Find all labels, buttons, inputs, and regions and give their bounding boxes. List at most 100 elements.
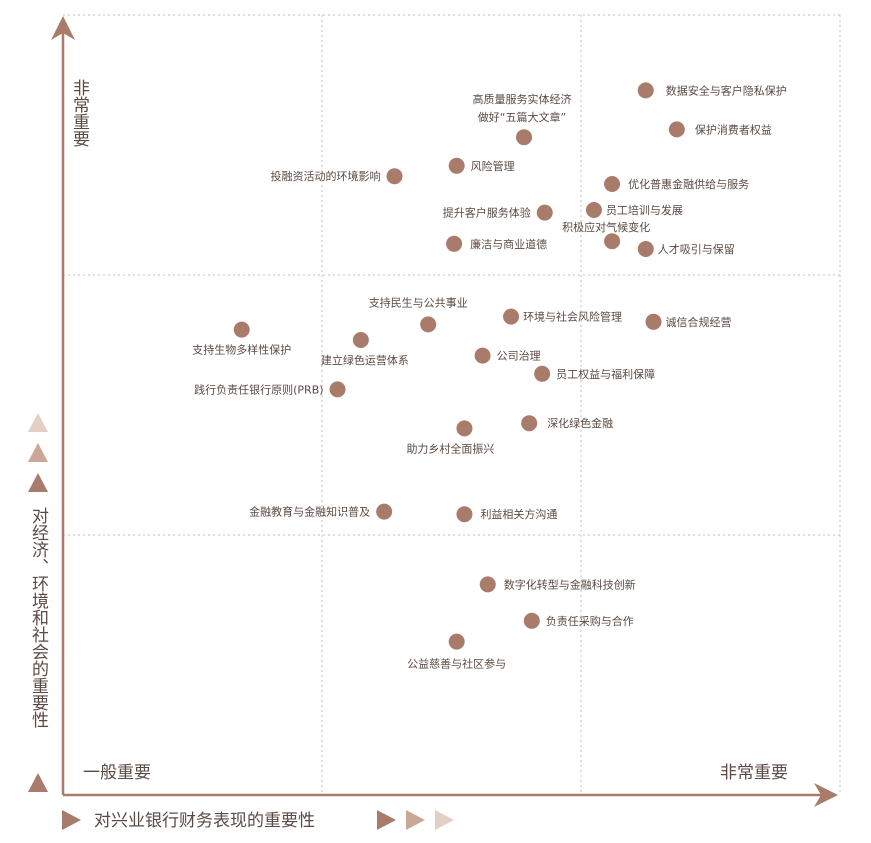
data-point-label: 高质量服务实体经济做好“五篇大文章” bbox=[473, 92, 572, 124]
data-point bbox=[523, 612, 540, 629]
grid-lines bbox=[63, 14, 841, 795]
data-point bbox=[352, 332, 369, 348]
data-point-label-line: 提升客户服务体验 bbox=[443, 206, 531, 220]
data-point bbox=[456, 506, 473, 523]
data-point bbox=[420, 316, 437, 333]
data-point-label: 支持生物多样性保护 bbox=[192, 343, 291, 357]
data-point bbox=[645, 313, 662, 330]
data-point-label-line: 保护消费者权益 bbox=[695, 122, 772, 136]
data-point-label: 人才吸引与保留 bbox=[658, 242, 735, 256]
x-axis-title: 对兴业银行财务表现的重要性 bbox=[94, 811, 315, 831]
data-point-label: 环境与社会风险管理 bbox=[523, 310, 622, 324]
data-point-label-line: 深化绿色金融 bbox=[547, 416, 613, 430]
data-point-label: 助力乡村全面振兴 bbox=[406, 441, 494, 455]
data-point-label: 建立绿色运营体系 bbox=[321, 353, 409, 367]
data-point-label: 提升客户服务体验 bbox=[443, 206, 531, 220]
data-point-label: 深化绿色金融 bbox=[547, 416, 613, 430]
data-point-label-line: 支持民生与公共事业 bbox=[369, 295, 468, 309]
data-point-label-line: 支持生物多样性保护 bbox=[192, 343, 291, 357]
data-point bbox=[446, 235, 463, 252]
triangle-up-light bbox=[28, 413, 48, 432]
data-point bbox=[668, 121, 685, 138]
data-point-label: 保护消费者权益 bbox=[695, 122, 772, 136]
data-point bbox=[386, 168, 403, 185]
data-point bbox=[474, 347, 491, 364]
data-point-label-line: 公司治理 bbox=[497, 349, 541, 363]
data-point-label-line: 利益相关方沟通 bbox=[480, 507, 557, 521]
data-point bbox=[604, 176, 621, 192]
data-point bbox=[637, 82, 654, 99]
data-point-label: 负责任采购与合作 bbox=[546, 614, 634, 628]
axes bbox=[51, 16, 838, 807]
data-point-label-line: 投融资活动的环境影响 bbox=[271, 169, 381, 183]
data-point bbox=[503, 308, 520, 325]
data-point-label: 支持民生与公共事业 bbox=[369, 295, 468, 309]
data-point-label-line: 践行负责任银行原则(PRB) bbox=[194, 382, 323, 396]
y-axis-arrowhead bbox=[51, 16, 75, 40]
data-point-label: 风险管理 bbox=[471, 159, 515, 173]
data-point-label: 公司治理 bbox=[497, 349, 541, 363]
data-point bbox=[585, 202, 602, 218]
y-top-corner-label: 非常重要 bbox=[69, 79, 90, 148]
data-point bbox=[233, 321, 250, 338]
data-point-label: 数字化转型与金融科技创新 bbox=[504, 577, 636, 591]
data-point-label-line: 助力乡村全面振兴 bbox=[406, 441, 494, 455]
data-point-label: 践行负责任银行原则(PRB) bbox=[194, 382, 323, 396]
data-point-label: 公益慈善与社区参与 bbox=[407, 657, 506, 671]
data-point bbox=[516, 129, 533, 146]
data-point-label-line: 员工培训与发展 bbox=[606, 203, 683, 217]
data-point-label-line: 积极应对气候变化 bbox=[562, 220, 650, 234]
data-point-label: 廉洁与商业道德 bbox=[470, 237, 547, 251]
data-point-label: 诚信合规经营 bbox=[666, 315, 732, 329]
data-point-label-line: 诚信合规经营 bbox=[666, 315, 732, 329]
data-point-label: 积极应对气候变化 bbox=[562, 220, 650, 234]
data-point bbox=[448, 633, 465, 650]
data-point-label-line: 人才吸引与保留 bbox=[658, 242, 735, 256]
data-point-label: 金融教育与金融知识普及 bbox=[249, 505, 370, 519]
data-point-label: 员工权益与福利保障 bbox=[556, 367, 655, 381]
data-point-label-line: 公益慈善与社区参与 bbox=[407, 657, 506, 671]
data-point-label-line: 建立绿色运营体系 bbox=[321, 353, 409, 367]
data-point-label: 投融资活动的环境影响 bbox=[271, 169, 381, 183]
x-axis-arrowhead bbox=[814, 783, 838, 807]
data-point bbox=[637, 241, 654, 257]
data-point bbox=[479, 576, 496, 593]
data-point-label-line: 金融教育与金融知识普及 bbox=[249, 505, 370, 519]
data-point bbox=[521, 415, 538, 432]
data-point-label: 员工培训与发展 bbox=[606, 203, 683, 217]
data-point-label-line: 员工权益与福利保障 bbox=[556, 367, 655, 381]
y-axis-title-text: 对经济、环境和社会的重要性 bbox=[28, 507, 49, 728]
data-point-label-line: 优化普惠金融供给与服务 bbox=[628, 177, 749, 191]
data-point bbox=[329, 381, 346, 398]
data-point-label: 数据安全与客户隐私保护 bbox=[666, 83, 787, 97]
x-right-corner-label: 非常重要 bbox=[720, 763, 788, 783]
data-point-label: 利益相关方沟通 bbox=[480, 507, 557, 521]
data-point-label-line: 数据安全与客户隐私保护 bbox=[666, 83, 787, 97]
triangle-right-mid bbox=[406, 810, 425, 830]
data-point-label-line: 负责任采购与合作 bbox=[546, 614, 634, 628]
data-point-label-line: 做好“五篇大文章” bbox=[478, 110, 566, 124]
data-point-label: 优化普惠金融供给与服务 bbox=[628, 177, 749, 191]
data-point bbox=[448, 157, 465, 174]
triangle-right-light bbox=[435, 810, 454, 830]
data-point bbox=[376, 503, 393, 520]
y-axis-title: 对经济、环境和社会的重要性 bbox=[28, 507, 49, 728]
data-point bbox=[456, 420, 473, 437]
triangle-right-first bbox=[62, 810, 81, 830]
data-point-label-line: 廉洁与商业道德 bbox=[470, 237, 547, 251]
data-point-label-line: 高质量服务实体经济 bbox=[473, 92, 572, 106]
x-left-corner-label: 一般重要 bbox=[83, 763, 151, 783]
data-point bbox=[536, 204, 553, 221]
y-top-corner-text: 非常重要 bbox=[69, 79, 90, 148]
data-point bbox=[604, 233, 621, 250]
data-point-label-line: 数字化转型与金融科技创新 bbox=[504, 577, 636, 591]
data-point bbox=[534, 365, 551, 382]
triangle-up-mid bbox=[28, 443, 48, 462]
data-point-label-line: 环境与社会风险管理 bbox=[523, 310, 622, 324]
data-point-label-line: 风险管理 bbox=[471, 159, 515, 173]
triangle-up-dark bbox=[28, 473, 48, 492]
triangle-right-dark bbox=[377, 810, 396, 830]
triangle-up-bottom bbox=[28, 773, 48, 792]
